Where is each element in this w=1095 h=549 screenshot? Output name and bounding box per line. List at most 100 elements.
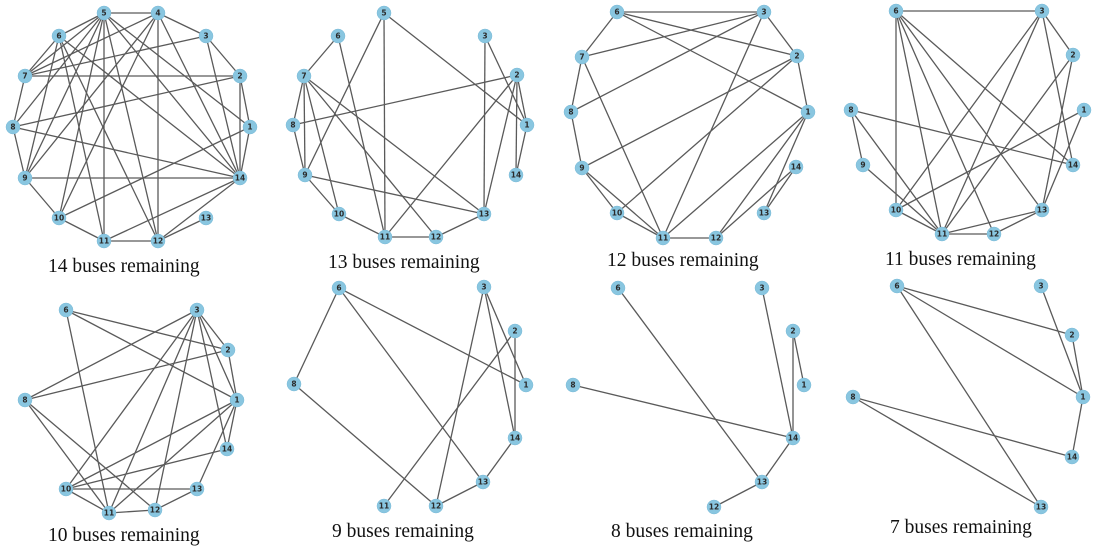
edge-8-12 (24, 399, 156, 511)
bus-node-13: 13 (754, 474, 770, 490)
bus-node-circle (507, 430, 523, 446)
edge-4-14 (157, 12, 241, 179)
edge-8-11 (24, 399, 110, 514)
edge-3-11 (662, 11, 765, 239)
bus-node-label: 3 (1038, 282, 1043, 291)
edge-5-7 (24, 12, 105, 77)
bus-node-label: 8 (22, 396, 27, 405)
bus-node-label: 13 (192, 485, 202, 494)
edge-6-14 (895, 10, 1074, 166)
edge-1-10 (895, 109, 1085, 211)
bus-node-8: 8 (5, 119, 21, 135)
bus-node-label: 7 (22, 72, 27, 81)
bus-node-circle (1076, 102, 1092, 118)
edge-layer (24, 309, 238, 514)
bus-node-label: 1 (1081, 106, 1086, 115)
bus-node-circle (285, 117, 301, 133)
bus-node-circle (519, 117, 535, 133)
bus-node-circle (297, 167, 313, 183)
bus-node-label: 11 (104, 509, 114, 518)
bus-node-circle (17, 68, 33, 84)
edge-8-9 (292, 124, 306, 176)
bus-node-circle (428, 498, 444, 514)
network-graph: 6 3 2 8 1 14 13 11 12 (286, 279, 534, 514)
bus-node-circle (229, 392, 245, 408)
edge-1-14 (515, 124, 528, 176)
edge-8-3 (570, 11, 765, 113)
edge-5-1 (383, 12, 528, 126)
bus-node-6: 6 (609, 4, 625, 20)
edge-12-13 (154, 488, 198, 511)
bus-node-label: 12 (431, 233, 441, 242)
edge-4-9 (24, 12, 159, 179)
edge-8-9 (12, 126, 26, 179)
edge-3-1 (1040, 285, 1084, 398)
bus-node-1: 1 (1075, 389, 1091, 405)
bus-node-label: 7 (579, 53, 584, 62)
bus-node-label: 8 (848, 106, 853, 115)
bus-node-circle (706, 499, 722, 515)
bus-node-label: 9 (860, 161, 865, 170)
edge-3-11 (941, 10, 1043, 235)
edge-7-12 (303, 75, 437, 238)
edge-5-12 (103, 12, 159, 242)
bus-node-12: 12 (706, 499, 722, 515)
bus-node-circle (51, 28, 67, 44)
bus-node-circle (574, 49, 590, 65)
edge-6-11 (65, 309, 110, 514)
bus-node-circle (708, 230, 724, 246)
bus-node-label: 13 (201, 214, 211, 223)
bus-node-circle (1033, 278, 1049, 294)
edge-13-12 (713, 481, 763, 508)
edge-7-8 (12, 75, 26, 128)
edge-2-1 (792, 330, 805, 386)
bus-node-label: 6 (893, 7, 898, 16)
bus-node-1: 1 (229, 392, 245, 408)
bus-node-13: 13 (198, 210, 214, 226)
bus-node-label: 13 (1037, 206, 1047, 215)
edge-2-11 (384, 74, 518, 238)
edge-3-2 (1041, 10, 1074, 56)
edge-layer (292, 12, 528, 238)
bus-node-11: 11 (101, 505, 117, 521)
edge-3-1 (484, 35, 528, 126)
bus-node-6: 6 (51, 28, 67, 44)
bus-node-label: 2 (514, 71, 519, 80)
bus-node-circle (296, 68, 312, 84)
edge-9-11 (862, 164, 943, 235)
bus-node-circle (428, 229, 444, 245)
panel-7: 6 3 2 8 1 14 13 12 8 buses remaining (550, 280, 830, 549)
edge-6-13 (617, 287, 763, 483)
edge-7-3 (24, 35, 207, 77)
bus-node-2: 2 (232, 68, 248, 84)
bus-node-label: 11 (99, 237, 109, 246)
bus-node-circle (855, 157, 871, 173)
bus-node-circle (1033, 499, 1049, 515)
bus-node-circle (754, 280, 770, 296)
bus-node-label: 1 (1080, 393, 1085, 402)
panel-caption: 13 buses remaining (328, 252, 480, 273)
panel-8: 6 3 2 8 1 14 13 7 buses remaining (830, 278, 1095, 549)
edge-6-1 (338, 287, 527, 386)
bus-node-circle (508, 167, 524, 183)
bus-node-circle (17, 392, 33, 408)
edge-14-13 (761, 437, 794, 483)
edge-11-13 (941, 209, 1043, 235)
bus-node-circle (150, 5, 166, 21)
edge-5-1 (103, 12, 251, 128)
bus-node-8: 8 (565, 377, 581, 393)
bus-node-circle (377, 229, 393, 245)
bus-node-1: 1 (242, 119, 258, 135)
bus-node-label: 1 (801, 381, 806, 390)
edge-6-7 (581, 11, 618, 58)
edge-layer (850, 10, 1085, 235)
bus-node-circle (242, 119, 258, 135)
bus-node-label: 1 (524, 121, 529, 130)
edge-14-10 (65, 448, 228, 490)
bus-node-10: 10 (58, 481, 74, 497)
panel-caption: 10 buses remaining (48, 525, 200, 546)
edge-6-2 (896, 285, 1073, 336)
panel-caption: 7 buses remaining (890, 517, 1032, 538)
bus-node-label: 13 (759, 209, 769, 218)
